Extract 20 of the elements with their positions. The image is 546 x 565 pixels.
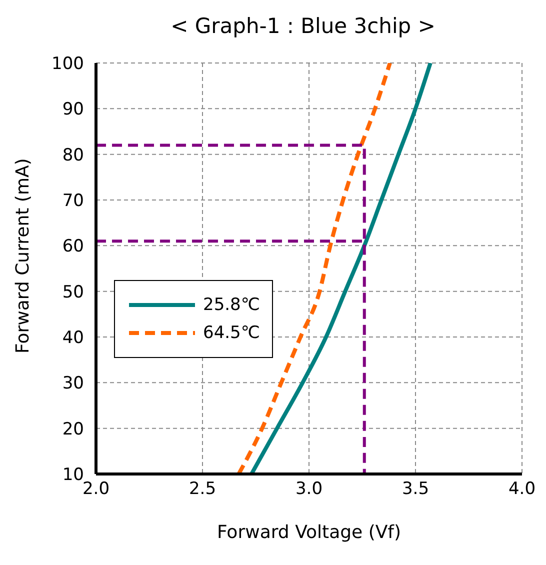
- x-tick-label: 3.5: [402, 479, 430, 500]
- y-tick-label: 40: [62, 328, 84, 348]
- y-axis-title: Forward Current (mA): [12, 158, 34, 354]
- y-tick-label: 60: [62, 236, 84, 257]
- x-tick-label: 3.0: [295, 479, 323, 500]
- y-tick-label: 10: [62, 465, 84, 486]
- y-tick-label: 70: [62, 191, 84, 212]
- legend-label: 64.5℃: [203, 323, 260, 343]
- y-tick-label: 50: [62, 282, 84, 302]
- x-tick-label: 2.0: [82, 479, 110, 500]
- x-axis-title: Forward Voltage (Vf): [216, 522, 402, 543]
- x-tick-label: 2.5: [188, 479, 216, 500]
- chart-title: < Graph-1 : Blue 3chip >: [170, 13, 436, 40]
- y-tick-label: 90: [62, 100, 84, 120]
- y-tick-label: 100: [52, 54, 84, 74]
- x-tick-label: 4.0: [508, 479, 536, 500]
- y-tick-label: 20: [62, 419, 84, 440]
- y-tick-label: 80: [62, 145, 84, 166]
- y-tick-label: 30: [62, 374, 84, 394]
- legend-label: 25.8℃: [203, 295, 260, 315]
